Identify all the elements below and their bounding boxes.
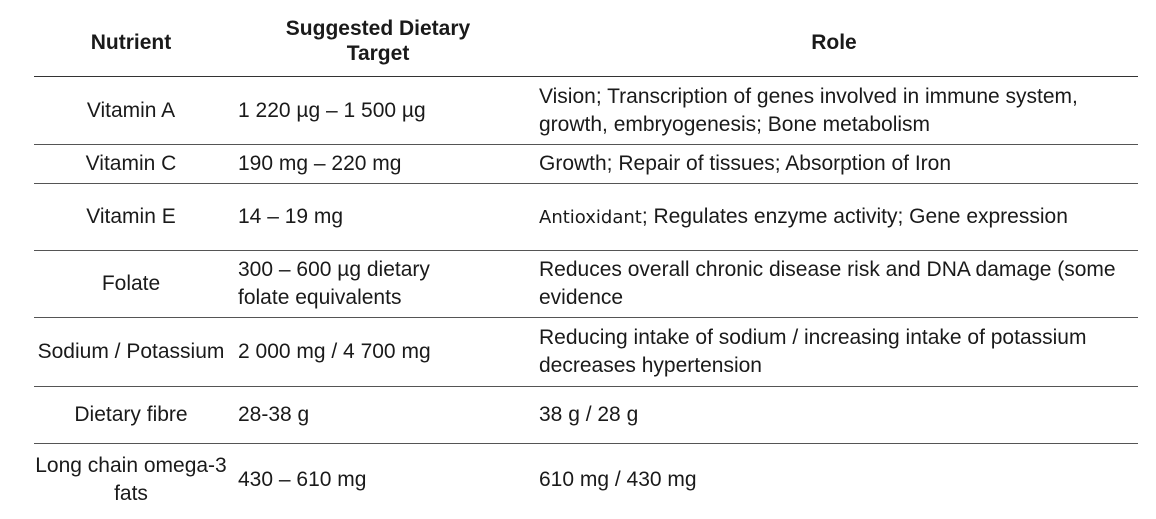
header-nutrient: Nutrient <box>90 31 172 54</box>
target-cell: 28-38 g <box>238 403 310 426</box>
nutrient-cell: Vitamin E <box>86 205 176 228</box>
table-row: Vitamin A 1 220 µg – 1 500 µg Vision; Tr… <box>34 77 1138 145</box>
target-cell: 430 – 610 mg <box>238 468 367 491</box>
role-cell: Reduces overall chronic disease risk and… <box>539 258 1116 309</box>
table-row: Vitamin E 14 – 19 mg Antioxidant; Regula… <box>34 184 1138 251</box>
header-target: Suggested Dietary Target <box>285 17 471 65</box>
nutrient-cell: Sodium / Potassium <box>37 340 225 363</box>
nutrient-cell: Vitamin C <box>85 152 177 175</box>
role-cell: Antioxidant; Regulates enzyme activity; … <box>539 184 1139 250</box>
target-cell: 190 mg – 220 mg <box>238 152 402 175</box>
nutrient-cell: Folate <box>101 272 161 295</box>
role-cell: Growth; Repair of tissues; Absorption of… <box>539 152 952 175</box>
nutrient-table: Nutrient Suggested Dietary Target Role V… <box>34 0 1138 516</box>
role-cell: Vision; Transcription of genes involved … <box>539 84 1078 136</box>
role-text: Antioxidant; Regulates enzyme activity; … <box>539 203 1068 232</box>
target-cell: 2 000 mg / 4 700 mg <box>238 340 431 363</box>
target-cell: 1 220 µg – 1 500 µg <box>238 98 426 122</box>
table-row: Dietary fibre 28-38 g 38 g / 28 g <box>34 387 1138 444</box>
role-cell: 38 g / 28 g <box>539 403 639 426</box>
header-role: Role <box>811 31 857 54</box>
nutrient-cell: Long chain omega-3 fats <box>35 454 227 505</box>
table-header: Nutrient Suggested Dietary Target Role <box>34 0 1138 77</box>
role-cell: 610 mg / 430 mg <box>539 468 697 491</box>
table-row: Vitamin C 190 mg – 220 mg Growth; Repair… <box>34 145 1138 184</box>
table-row: Long chain omega-3 fats 430 – 610 mg 610… <box>34 444 1138 516</box>
target-cell: 300 – 600 µg dietary folate equivalents <box>238 258 430 309</box>
target-cell: 14 – 19 mg <box>238 205 344 228</box>
table-row: Folate 300 – 600 µg dietary folate equiv… <box>34 251 1138 318</box>
table-row: Sodium / Potassium 2 000 mg / 4 700 mg R… <box>34 318 1138 387</box>
nutrient-cell: Dietary fibre <box>74 403 188 426</box>
role-cell: Reducing intake of sodium / increasing i… <box>539 326 1087 377</box>
nutrient-cell: Vitamin A <box>86 98 176 122</box>
role-rest: ; Regulates enzyme activity; Gene expres… <box>641 204 1068 228</box>
role-prefix: Antioxidant <box>539 206 642 228</box>
